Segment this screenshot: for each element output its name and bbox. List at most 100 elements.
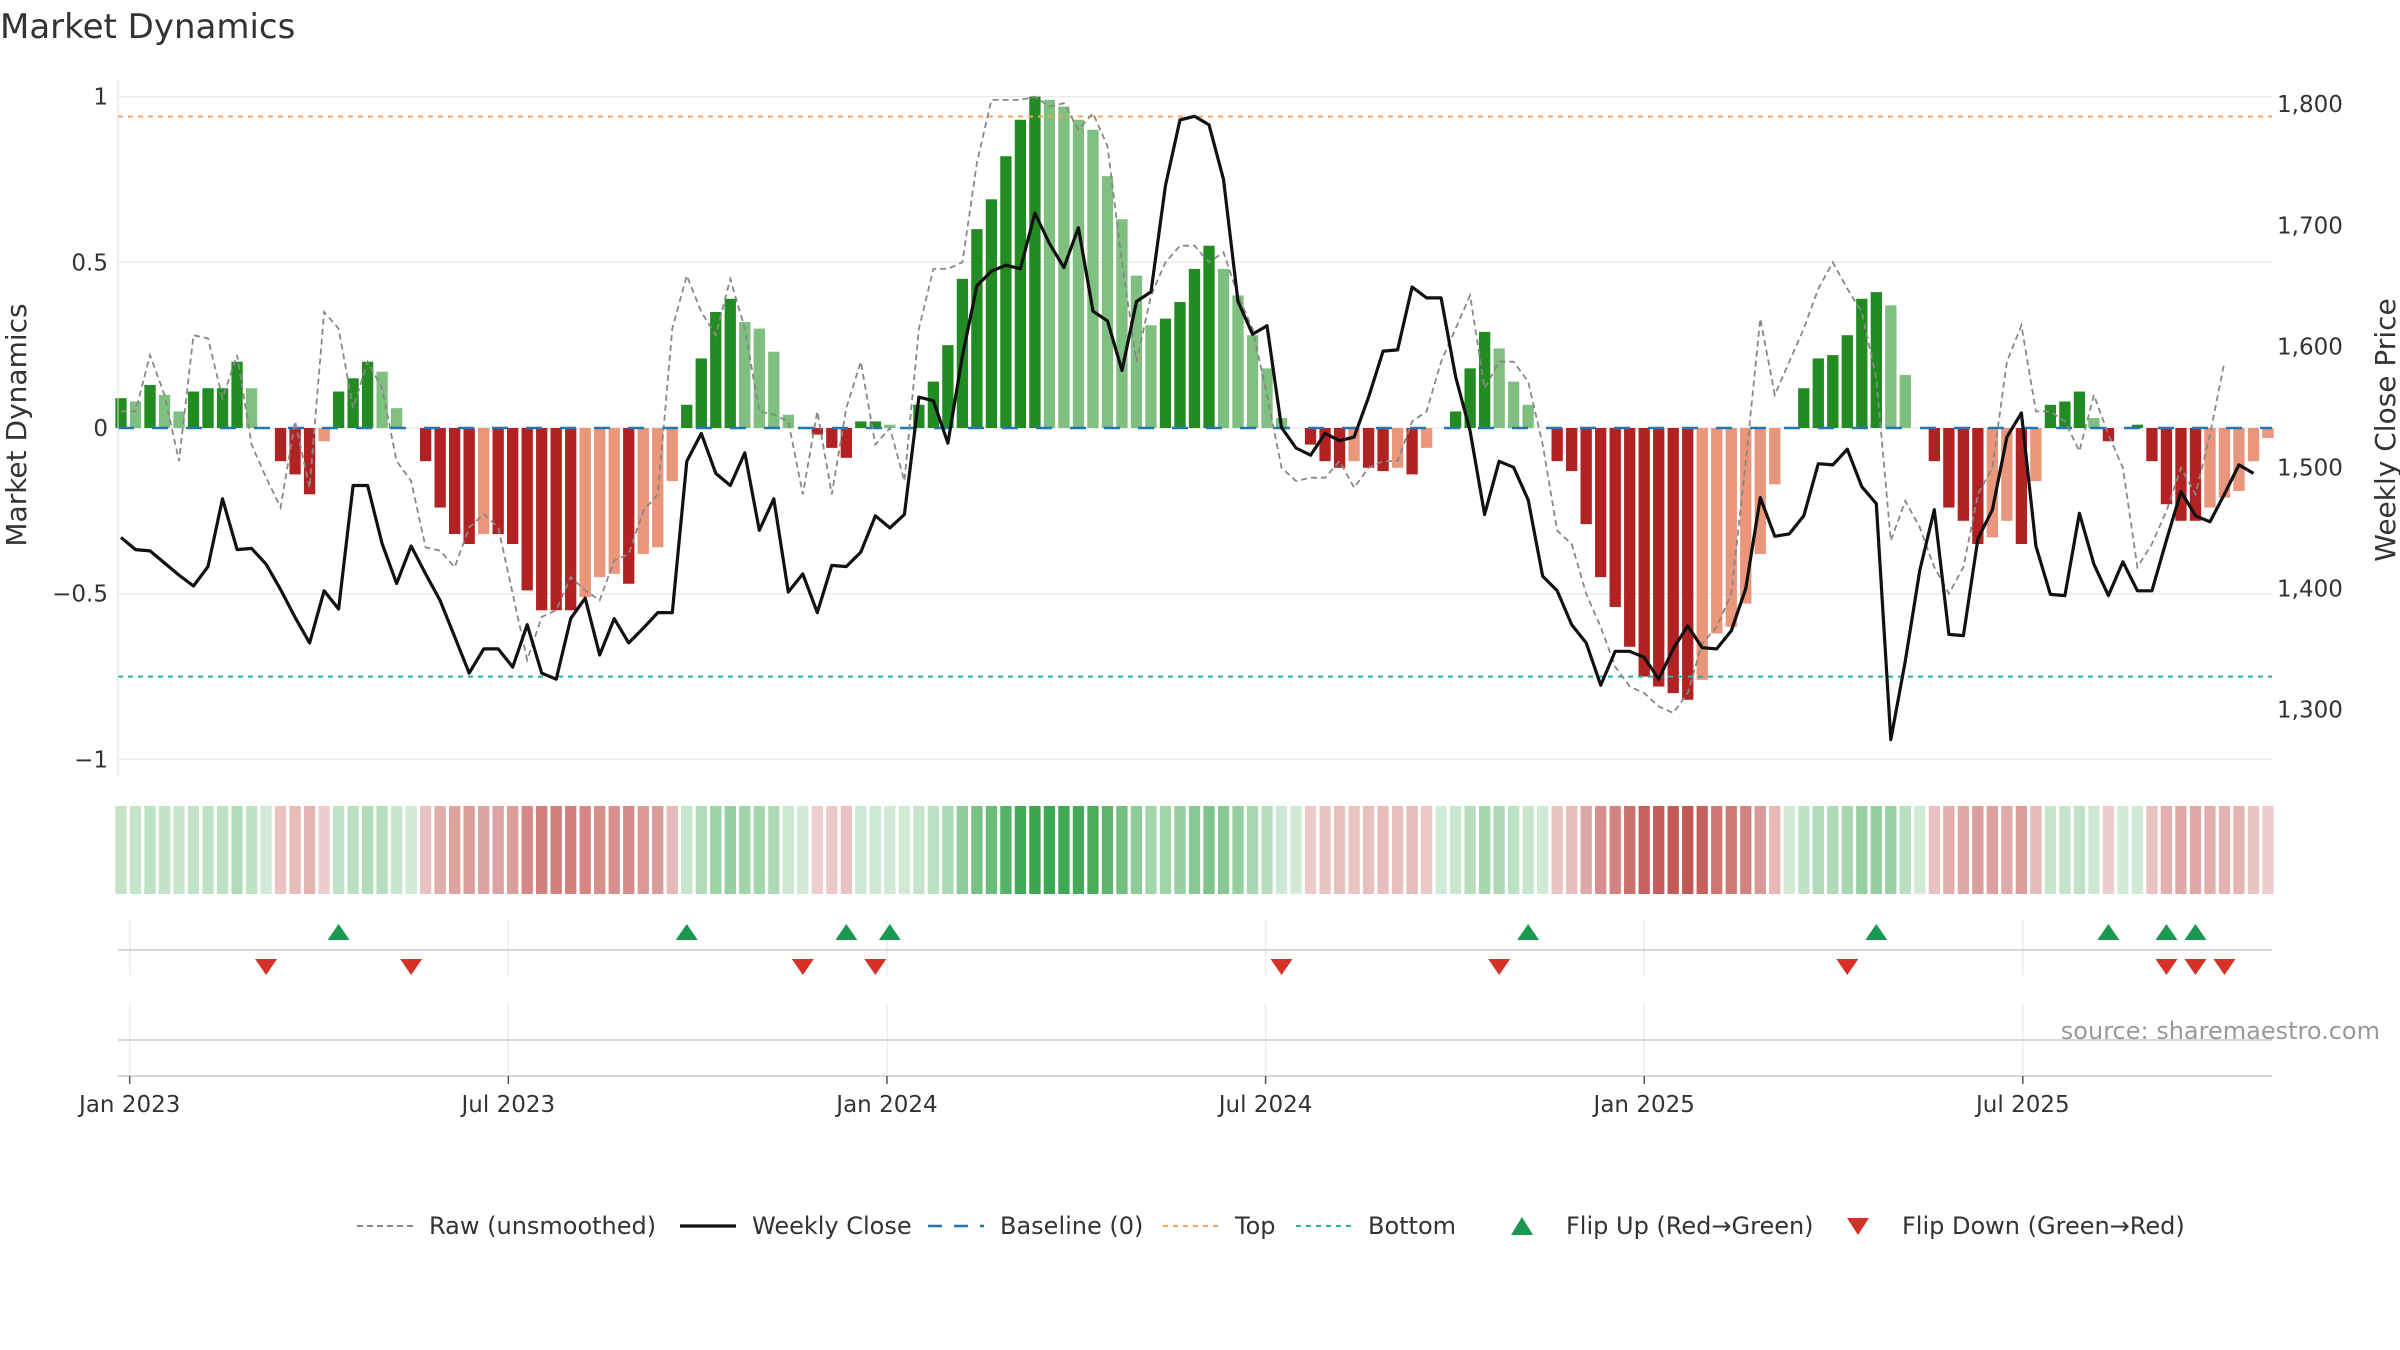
band-cell-0 [115,806,127,894]
band-cell-33 [594,806,606,894]
x-tick-label-5: Jul 2025 [1974,1092,2070,1118]
flip-down-6 [1836,959,1859,975]
bar-46 [782,414,794,428]
bar-70 [1130,275,1143,428]
band-cell-110 [1711,806,1723,894]
flip-down-2 [791,959,814,975]
band-cell-76 [1217,806,1230,894]
bar-32 [579,428,591,598]
band-cell-40 [695,806,707,894]
band-cell-59 [971,806,983,894]
bar-30 [550,428,562,611]
flip-up-6 [2097,924,2120,940]
band-cell-8 [231,806,243,894]
band-cell-114 [1769,806,1781,894]
band-cell-70 [1130,806,1143,894]
band-cell-7 [216,806,229,894]
bar-137 [2102,428,2115,442]
bar-89 [1406,428,1418,475]
legend-label-3: Top [1234,1212,1276,1240]
band-cell-125 [1928,806,1941,894]
y-tick-left-3: −0.5 [52,582,108,608]
band-cell-148 [2262,806,2274,894]
band-cell-104 [1624,806,1636,894]
bar-90 [1420,428,1433,448]
flip-up-3 [878,924,901,940]
band-cell-47 [797,806,809,894]
legend-label-2: Baseline (0) [1000,1212,1143,1240]
band-cell-27 [507,806,519,894]
flip-up-7 [2155,924,2178,940]
band-cell-72 [1159,806,1172,894]
band-cell-57 [942,806,954,894]
legend-swatch-flip-up [1511,1217,1533,1235]
band-cell-68 [1101,806,1114,894]
bar-85 [1348,428,1360,462]
y-tick-right-3: 1,500 [2277,455,2343,481]
bar-42 [724,298,736,428]
band-cell-79 [1261,806,1273,894]
band-cell-119 [1841,806,1853,894]
bar-59 [971,229,983,428]
band-cell-115 [1783,806,1795,894]
band-cell-109 [1696,806,1708,894]
bar-119 [1841,335,1853,428]
band-cell-129 [1986,806,1999,894]
band-cell-69 [1116,806,1128,894]
band-cell-73 [1174,806,1186,894]
band-cell-9 [245,806,258,894]
bar-55 [913,404,925,428]
line-series [119,95,2255,742]
band-cell-29 [536,806,548,894]
band-cell-141 [2160,806,2173,894]
band-cell-64 [1043,806,1056,894]
y-tick-right-1: 1,700 [2277,213,2343,239]
y-tick-right-4: 1,400 [2277,576,2343,602]
band-cell-56 [927,806,940,894]
bar-101 [1580,428,1592,525]
bar-86 [1362,428,1375,468]
band-cell-30 [550,806,562,894]
band-cell-146 [2233,806,2245,894]
band-cell-31 [565,806,577,894]
bar-109 [1696,428,1708,680]
flip-down-7 [2155,959,2178,975]
band-cell-32 [579,806,591,894]
band-cell-91 [1435,806,1447,894]
flip-up-5 [1865,924,1888,940]
band-cell-118 [1827,806,1839,894]
band-cell-107 [1667,806,1679,894]
bar-39 [681,404,693,428]
band-cell-97 [1522,806,1534,894]
bar-52 [869,421,882,428]
band-cell-21 [419,806,432,894]
x-tick-label-4: Jan 2025 [1592,1092,1695,1118]
y-tick-left-2: 0 [93,416,108,442]
band-cell-48 [811,806,823,894]
bar-67 [1087,129,1099,428]
bar-82 [1304,428,1317,445]
bar-51 [855,421,867,428]
band-cell-43 [739,806,751,894]
bar-95 [1493,348,1505,428]
bar-21 [419,428,432,462]
bar-143 [2189,428,2202,521]
bar-94 [1478,331,1491,428]
band-cell-55 [913,806,925,894]
bar-88 [1391,428,1404,468]
flip-down-9 [2213,959,2236,975]
bar-40 [695,358,707,428]
band-cell-100 [1566,806,1578,894]
band-cell-34 [608,806,620,894]
y-axis-left-label: Market Dynamics [0,303,33,546]
bar-48 [811,428,823,435]
flip-markers [118,924,2272,1077]
bar-34 [608,428,620,574]
bar-139 [2131,424,2144,428]
bar-144 [2204,428,2216,508]
bar-123 [1899,374,1911,428]
bar-116 [1798,388,1810,428]
bar-1 [129,401,142,428]
bar-135 [2073,391,2086,428]
band-cell-50 [840,806,852,894]
